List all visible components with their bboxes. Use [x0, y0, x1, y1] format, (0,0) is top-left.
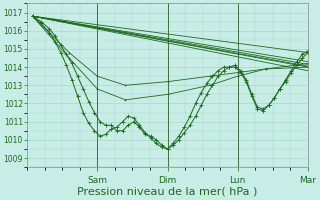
X-axis label: Pression niveau de la mer( hPa ): Pression niveau de la mer( hPa ): [77, 187, 258, 197]
